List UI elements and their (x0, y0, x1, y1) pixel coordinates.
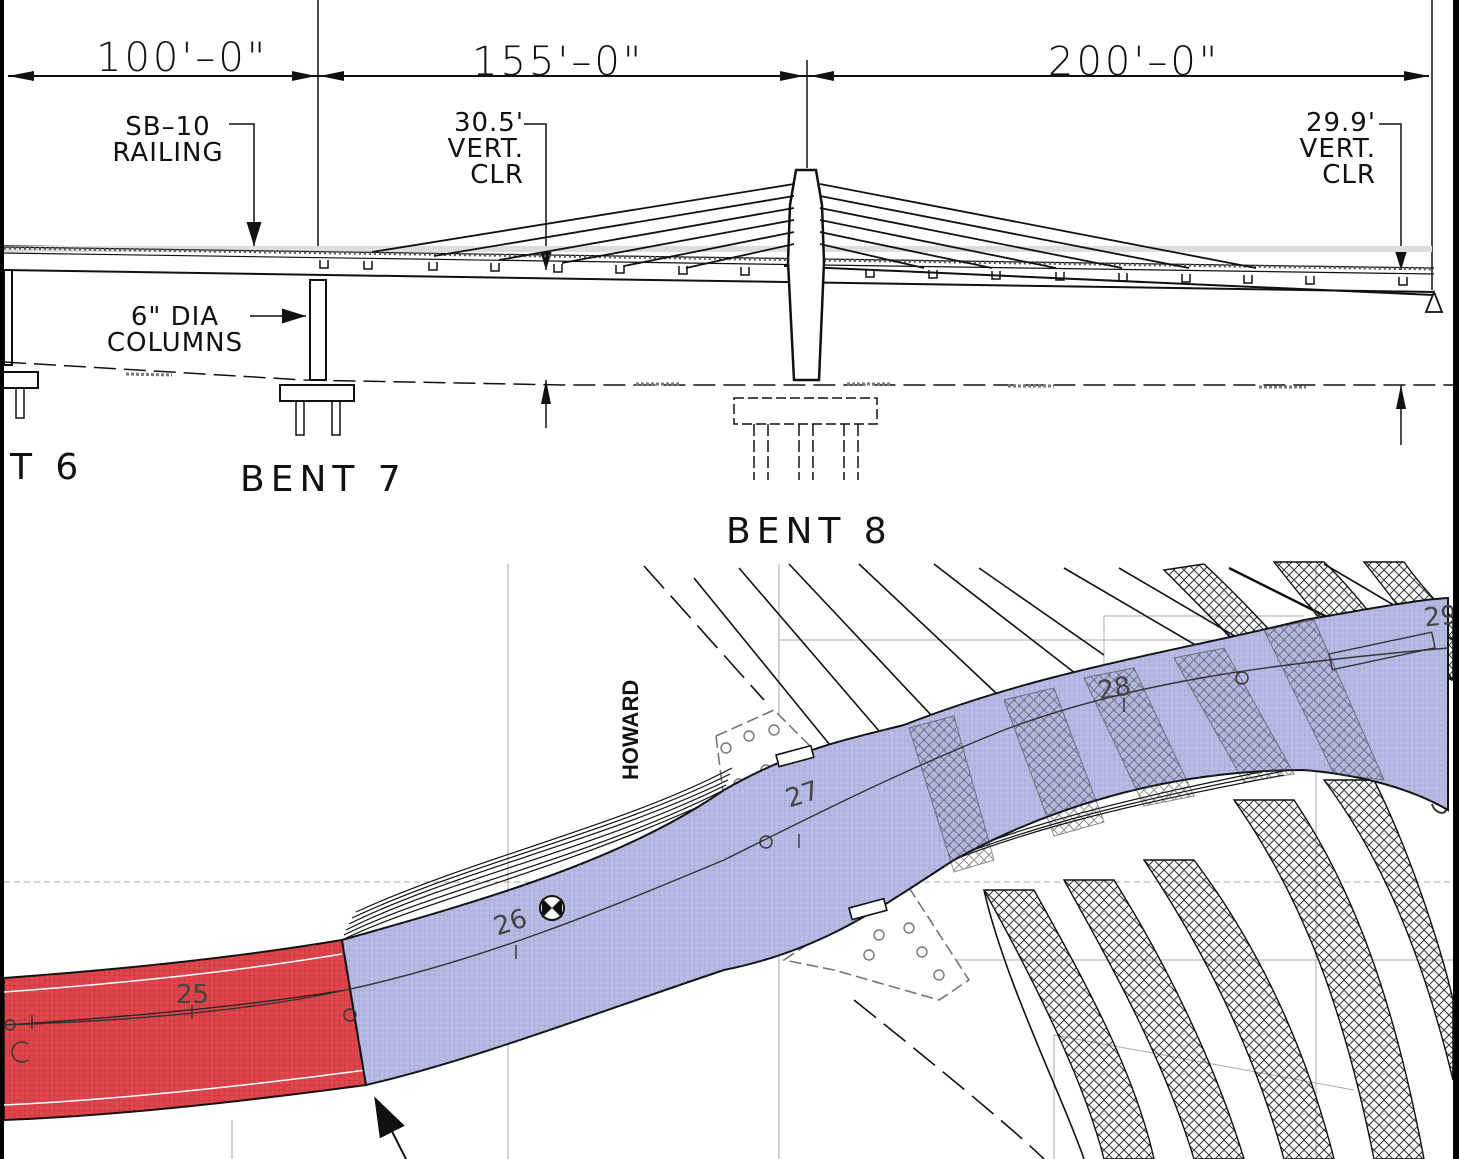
span-dimension-bent6-bent7: 100'–0" (96, 35, 269, 81)
span-dimension-bent8-abutment: 200'–0" (1048, 39, 1221, 85)
railing-note: SB–10 RAILING (112, 112, 224, 168)
survey-marker-icon (539, 895, 565, 921)
station-29-label: 29 (1422, 600, 1453, 634)
vertical-clearance-note-right: 29.9' VERT. CLR (1299, 108, 1376, 190)
bent-8-label: BENT 8 (726, 511, 893, 552)
columns-note: 6" DIA COLUMNS (106, 302, 244, 358)
drawing-sheet: 100'–0" 155'–0" 200'–0" SB–10 RAILING 30… (4, 0, 1453, 1159)
station-25-label: 25 (176, 980, 210, 1010)
vertical-clearance-note-left: 30.5' VERT. CLR (447, 108, 524, 190)
bent-7-label: BENT 7 (240, 459, 407, 500)
span-dimension-bent7-bent8: 155'–0" (472, 39, 645, 85)
bridge-elevation-view (4, 0, 1453, 480)
bridge-plan-view (4, 561, 1453, 1159)
bent-6-label: T 6 (10, 447, 85, 488)
station-28-label: 28 (1095, 671, 1134, 707)
howard-street-label: HOWARD (618, 679, 643, 780)
